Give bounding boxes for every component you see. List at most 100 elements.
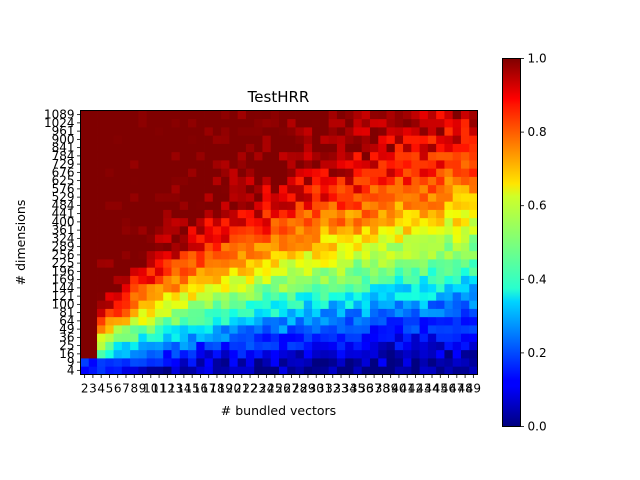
heatmap-cell	[113, 209, 123, 219]
heatmap-cell	[138, 127, 148, 136]
heatmap-cell	[328, 349, 338, 359]
heatmap-cell	[138, 259, 148, 268]
heatmap-cell	[369, 308, 379, 318]
heatmap-cell	[345, 267, 354, 276]
heatmap-cell	[287, 333, 296, 342]
heatmap-cell	[121, 316, 131, 326]
heatmap-cell	[444, 292, 454, 301]
y-tick-label: 1089	[44, 108, 75, 122]
heatmap-cell	[229, 160, 239, 169]
heatmap-cell	[411, 250, 420, 260]
heatmap-cell	[237, 184, 247, 194]
heatmap-cell	[411, 110, 420, 120]
heatmap-cell	[336, 259, 346, 268]
heatmap-cell	[452, 349, 462, 359]
heatmap-cell	[312, 358, 321, 367]
heatmap-cell	[130, 242, 139, 252]
heatmap-cell	[312, 143, 321, 153]
heatmap-cell	[279, 118, 288, 128]
heatmap-cell	[452, 135, 462, 144]
heatmap-cell	[436, 143, 445, 153]
heatmap-cell	[295, 292, 305, 301]
heatmap-cell	[411, 151, 420, 161]
heatmap-cell	[221, 135, 230, 144]
heatmap-cell	[138, 226, 148, 235]
heatmap-cell	[320, 358, 330, 367]
heatmap-cell	[105, 168, 114, 177]
heatmap-cell	[146, 366, 156, 375]
heatmap-cell	[452, 300, 462, 309]
heatmap-cell	[361, 242, 371, 252]
heatmap-cell	[320, 275, 330, 285]
heatmap-cell	[221, 201, 230, 210]
heatmap-cell	[229, 259, 239, 268]
heatmap-cell	[179, 300, 189, 309]
heatmap-cell	[345, 193, 354, 202]
heatmap-cell	[179, 193, 189, 202]
heatmap-cell	[221, 333, 230, 342]
heatmap-cell	[121, 242, 131, 252]
heatmap-cell	[88, 110, 98, 120]
heatmap-cell	[411, 234, 420, 243]
heatmap-cell	[295, 349, 305, 359]
heatmap-cell	[270, 184, 280, 194]
heatmap-cell	[353, 358, 363, 367]
heatmap-cell	[336, 267, 346, 276]
heatmap-cell	[469, 201, 478, 210]
heatmap-cell	[452, 242, 462, 252]
heatmap-cell	[452, 308, 462, 318]
heatmap-cell	[188, 151, 197, 161]
x-tick-label: 48	[457, 382, 472, 396]
heatmap-cell	[171, 316, 181, 326]
heatmap-cell	[345, 127, 354, 136]
heatmap-cell	[204, 184, 214, 194]
heatmap-cell	[171, 143, 181, 153]
heatmap-cell	[146, 176, 156, 186]
heatmap-cell	[279, 308, 288, 318]
heatmap-cell	[361, 300, 371, 309]
heatmap-cell	[303, 300, 313, 309]
heatmap-cell	[212, 193, 222, 202]
heatmap-cell	[361, 176, 371, 186]
heatmap-cell	[353, 316, 363, 326]
heatmap-cell	[212, 242, 222, 252]
heatmap-cell	[452, 217, 462, 227]
x-tick-label: 21	[234, 382, 249, 396]
heatmap-cell	[97, 184, 106, 194]
heatmap-cell	[279, 209, 288, 219]
heatmap-cell	[188, 201, 197, 210]
heatmap-cell	[188, 168, 197, 177]
heatmap-cell	[386, 143, 396, 153]
heatmap-cell	[105, 283, 114, 293]
heatmap-cell	[460, 143, 470, 153]
heatmap-cell	[328, 151, 338, 161]
heatmap-cell	[386, 234, 396, 243]
heatmap-cell	[320, 349, 330, 359]
heatmap-cell	[171, 250, 181, 260]
heatmap-cell	[386, 292, 396, 301]
heatmap-cell	[436, 151, 445, 161]
heatmap-cell	[469, 358, 478, 367]
heatmap-cell	[444, 267, 454, 276]
heatmap-cell	[303, 127, 313, 136]
heatmap-cell	[328, 110, 338, 120]
heatmap-cell	[237, 151, 247, 161]
heatmap-cell	[262, 242, 272, 252]
heatmap-cell	[361, 118, 371, 128]
heatmap-cell	[270, 259, 280, 268]
heatmap-cell	[394, 242, 404, 252]
heatmap-cell	[361, 366, 371, 375]
heatmap-cell	[237, 242, 247, 252]
heatmap-cell	[287, 267, 296, 276]
heatmap-cell	[345, 366, 354, 375]
heatmap-cell	[312, 242, 321, 252]
y-tick-label: 729	[52, 157, 75, 171]
heatmap-cell	[336, 160, 346, 169]
heatmap-cell	[312, 135, 321, 144]
heatmap-cell	[138, 316, 148, 326]
x-tick-label: 31	[317, 382, 332, 396]
heatmap-cell	[105, 118, 114, 128]
heatmap-cell	[345, 283, 354, 293]
heatmap-cell	[312, 292, 321, 301]
heatmap-cell	[229, 226, 239, 235]
